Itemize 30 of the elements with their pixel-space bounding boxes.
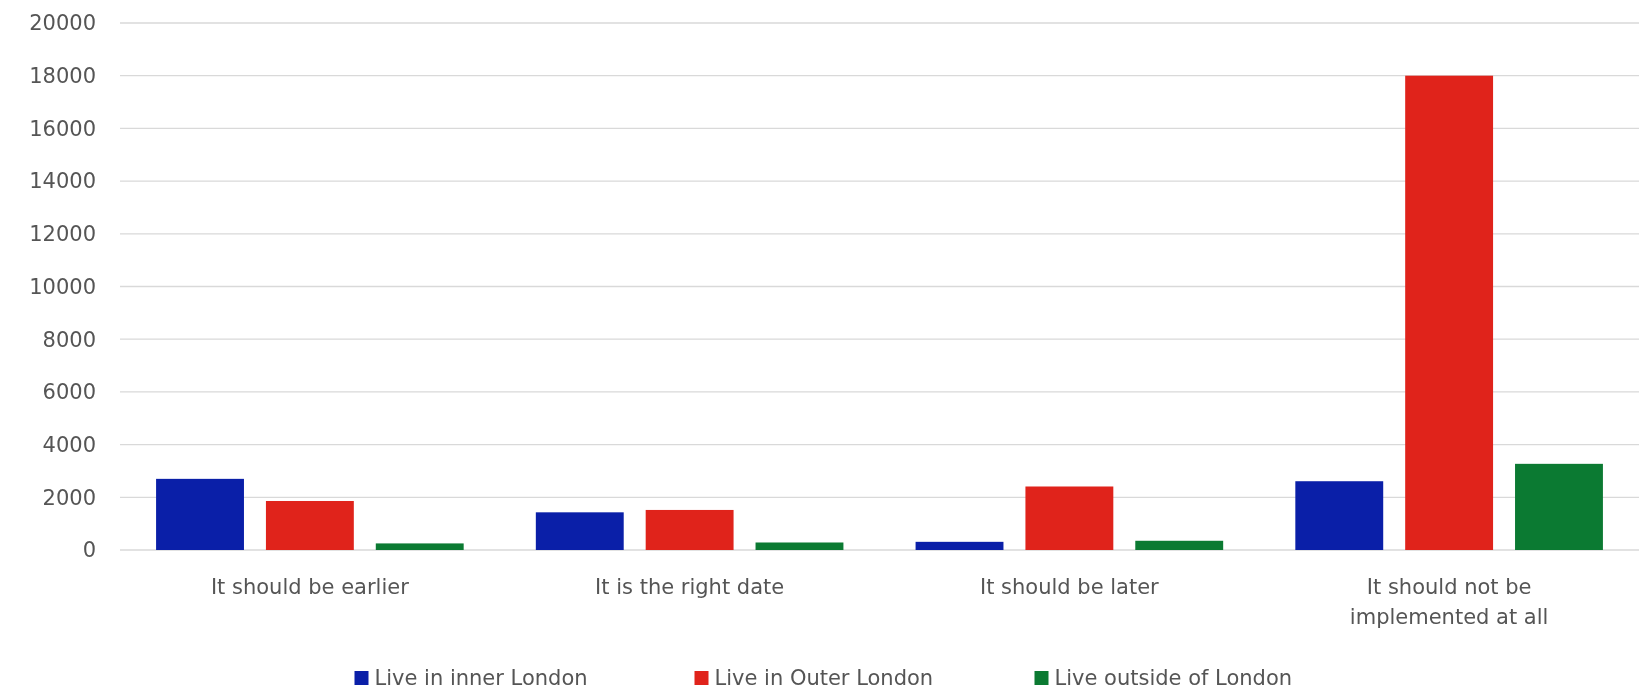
legend-label: Live in Outer London bbox=[714, 666, 934, 690]
bar bbox=[375, 543, 464, 550]
bar bbox=[1135, 540, 1224, 550]
bar bbox=[535, 512, 624, 550]
y-tick-label: 4000 bbox=[42, 432, 96, 457]
bar bbox=[755, 542, 844, 550]
legend-label: Live outside of London bbox=[1054, 666, 1293, 690]
bar bbox=[645, 509, 734, 550]
x-tick-label: It should be earlier bbox=[210, 575, 410, 599]
y-tick-label: 16000 bbox=[29, 116, 96, 141]
x-tick-label: It should be later bbox=[979, 575, 1160, 599]
y-tick-label: 18000 bbox=[29, 64, 96, 89]
bar bbox=[1515, 463, 1603, 550]
y-tick-label: 10000 bbox=[29, 274, 96, 299]
y-tick-label: 2000 bbox=[42, 485, 96, 510]
y-tick-label: 0 bbox=[82, 538, 96, 563]
bar bbox=[156, 478, 244, 550]
bar bbox=[1025, 486, 1114, 550]
y-tick-label: 12000 bbox=[29, 222, 96, 247]
bar bbox=[1295, 481, 1384, 550]
bar bbox=[1405, 75, 1494, 550]
x-tick-label: It is the right date bbox=[595, 575, 785, 599]
y-tick-label: 6000 bbox=[42, 380, 96, 405]
bar bbox=[265, 500, 354, 550]
x-tick-label: It should not be implemented at all bbox=[1349, 575, 1549, 629]
y-tick-label: 8000 bbox=[42, 327, 96, 352]
legend-label: Live in inner London bbox=[374, 666, 588, 690]
y-tick-label: 14000 bbox=[29, 169, 96, 194]
bar bbox=[915, 541, 1004, 550]
y-tick-label: 20000 bbox=[29, 11, 96, 36]
